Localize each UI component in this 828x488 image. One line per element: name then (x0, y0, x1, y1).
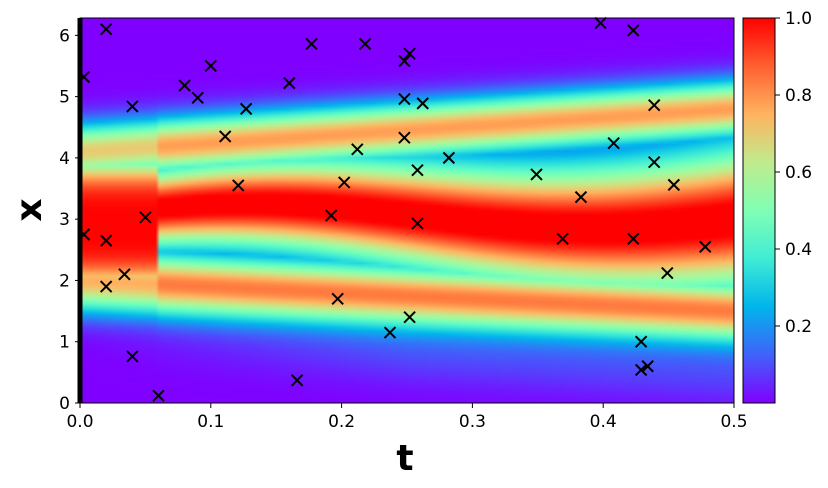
data-point-marker (290, 374, 304, 387)
y-tick-label: 3 (59, 210, 70, 230)
data-point-marker (118, 268, 131, 281)
data-point-marker (283, 76, 296, 90)
data-point-marker (574, 190, 588, 204)
data-point-marker (398, 92, 411, 106)
y-tick-label: 4 (59, 149, 70, 169)
y-tick-label: 6 (59, 26, 70, 46)
data-point-marker (607, 136, 620, 150)
data-point-marker (641, 360, 654, 373)
heatmap-area (80, 18, 734, 403)
data-point-marker (627, 232, 640, 245)
data-point-marker (99, 234, 113, 247)
left-axis-bar (77, 18, 83, 403)
data-point-marker (648, 98, 661, 112)
data-point-marker (667, 178, 681, 192)
data-point-marker (442, 151, 456, 165)
data-point-marker (594, 16, 607, 30)
colorbar-tick-label: 0.4 (785, 240, 812, 260)
colorbar: 0.2 0.4 0.6 0.8 1.0 (742, 9, 812, 404)
y-tick-label: 2 (59, 271, 70, 291)
data-point-marker (139, 211, 152, 224)
data-point-marker (634, 363, 648, 377)
data-point-marker (77, 70, 91, 84)
colorbar-gradient (742, 17, 776, 404)
data-point-marker (338, 176, 351, 189)
data-point-marker (126, 350, 139, 363)
data-point-marker (411, 217, 424, 230)
data-point-marker (648, 155, 661, 169)
data-point-marker (634, 335, 648, 348)
data-point-marker (556, 232, 569, 245)
data-point-marker (99, 280, 113, 293)
colorbar-tick-label: 1.0 (785, 9, 812, 29)
x-tick-label: 0.0 (66, 412, 93, 432)
data-point-marker (191, 91, 204, 105)
data-point-marker (358, 37, 372, 51)
data-point-marker (403, 47, 416, 60)
data-point-marker (77, 228, 91, 241)
scatter-layer (77, 16, 712, 402)
data-point-marker (126, 100, 139, 113)
x-tick-label: 0.4 (590, 412, 617, 432)
x-tick-label: 0.2 (328, 412, 355, 432)
data-point-marker (411, 163, 424, 177)
y-tick-label: 1 (59, 333, 70, 353)
heatmap-field (80, 18, 734, 403)
data-point-marker (416, 97, 429, 110)
data-point-marker (398, 54, 411, 68)
y-tick-label: 5 (59, 88, 70, 108)
data-point-marker (331, 292, 344, 306)
x-tick-label: 0.1 (197, 412, 224, 432)
colorbar-ticks: 0.2 0.4 0.6 0.8 1.0 (775, 9, 812, 337)
data-point-marker (324, 209, 338, 222)
data-point-marker (383, 326, 397, 339)
data-point-marker (204, 59, 218, 73)
data-point-marker (218, 130, 232, 143)
data-point-marker (699, 240, 712, 253)
x-tick-label: 0.5 (720, 412, 747, 432)
data-point-marker (398, 131, 411, 144)
y-tick-label: 0 (59, 394, 70, 414)
x-axis-title: t (396, 438, 413, 479)
colorbar-tick-label: 0.6 (785, 163, 812, 183)
data-point-marker (530, 168, 543, 181)
x-axis-ticks: 0.0 0.1 0.2 0.3 0.4 0.5 (66, 403, 748, 432)
data-point-marker (627, 24, 640, 37)
data-point-marker (178, 79, 191, 92)
colorbar-tick-label: 0.8 (785, 86, 812, 106)
data-point-marker (239, 102, 253, 116)
y-axis-ticks: 0 1 2 3 4 5 6 (59, 26, 80, 414)
data-point-marker (403, 311, 416, 324)
data-point-marker (351, 143, 364, 156)
x-tick-label: 0.3 (459, 412, 486, 432)
data-point-marker (152, 389, 165, 402)
data-point-marker (99, 23, 113, 36)
data-point-marker (232, 179, 245, 192)
y-axis-title: x (9, 198, 50, 221)
data-point-marker (661, 266, 674, 280)
data-point-marker (305, 37, 318, 51)
colorbar-tick-label: 0.2 (785, 317, 812, 337)
